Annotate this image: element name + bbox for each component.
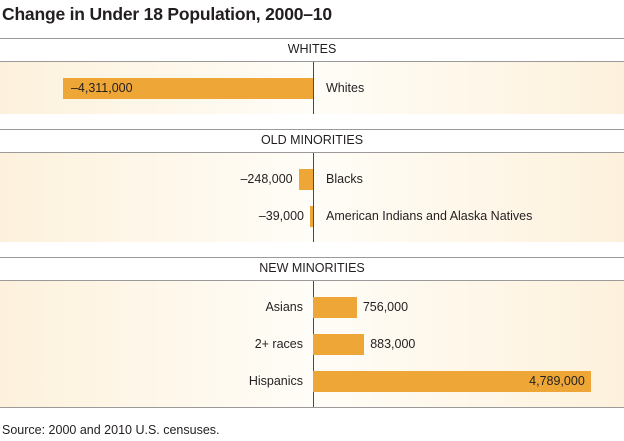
value-label: –248,000: [240, 172, 293, 186]
bar-negative: [298, 169, 313, 190]
category-label: Hispanics: [248, 374, 303, 388]
chart-title: Change in Under 18 Population, 2000–10: [2, 4, 332, 24]
source-note: Source: 2000 and 2010 U.S. censuses.: [2, 423, 220, 437]
section-divider: [0, 129, 624, 130]
section-label: WHITES: [287, 42, 337, 56]
section-label: OLD MINORITIES: [260, 133, 364, 147]
bar-negative: [310, 206, 313, 227]
category-label: 2+ races: [254, 337, 303, 351]
value-label: –4,311,000: [70, 81, 133, 95]
category-label: American Indians and Alaska Natives: [326, 209, 533, 223]
value-label: –39,000: [258, 209, 304, 223]
zero-axis: [313, 153, 314, 242]
zero-axis: [313, 62, 314, 114]
bar-positive: [313, 297, 357, 318]
section-label: NEW MINORITIES: [259, 261, 365, 275]
bar-positive: [313, 371, 591, 392]
value-label: 4,789,000: [529, 374, 585, 388]
category-label: Blacks: [326, 172, 363, 186]
category-label: Asians: [265, 300, 303, 314]
value-label: 883,000: [370, 337, 416, 351]
section-divider: [0, 257, 624, 258]
bar-negative: [62, 78, 313, 99]
section-divider: [0, 38, 624, 39]
section-divider: [0, 152, 624, 153]
section-panel: [0, 153, 624, 242]
value-label: 756,000: [362, 300, 409, 314]
section-divider: [0, 61, 624, 62]
bar-positive: [313, 334, 365, 355]
section-divider: [0, 407, 624, 408]
category-label: Whites: [326, 81, 365, 95]
section-divider: [0, 280, 624, 281]
